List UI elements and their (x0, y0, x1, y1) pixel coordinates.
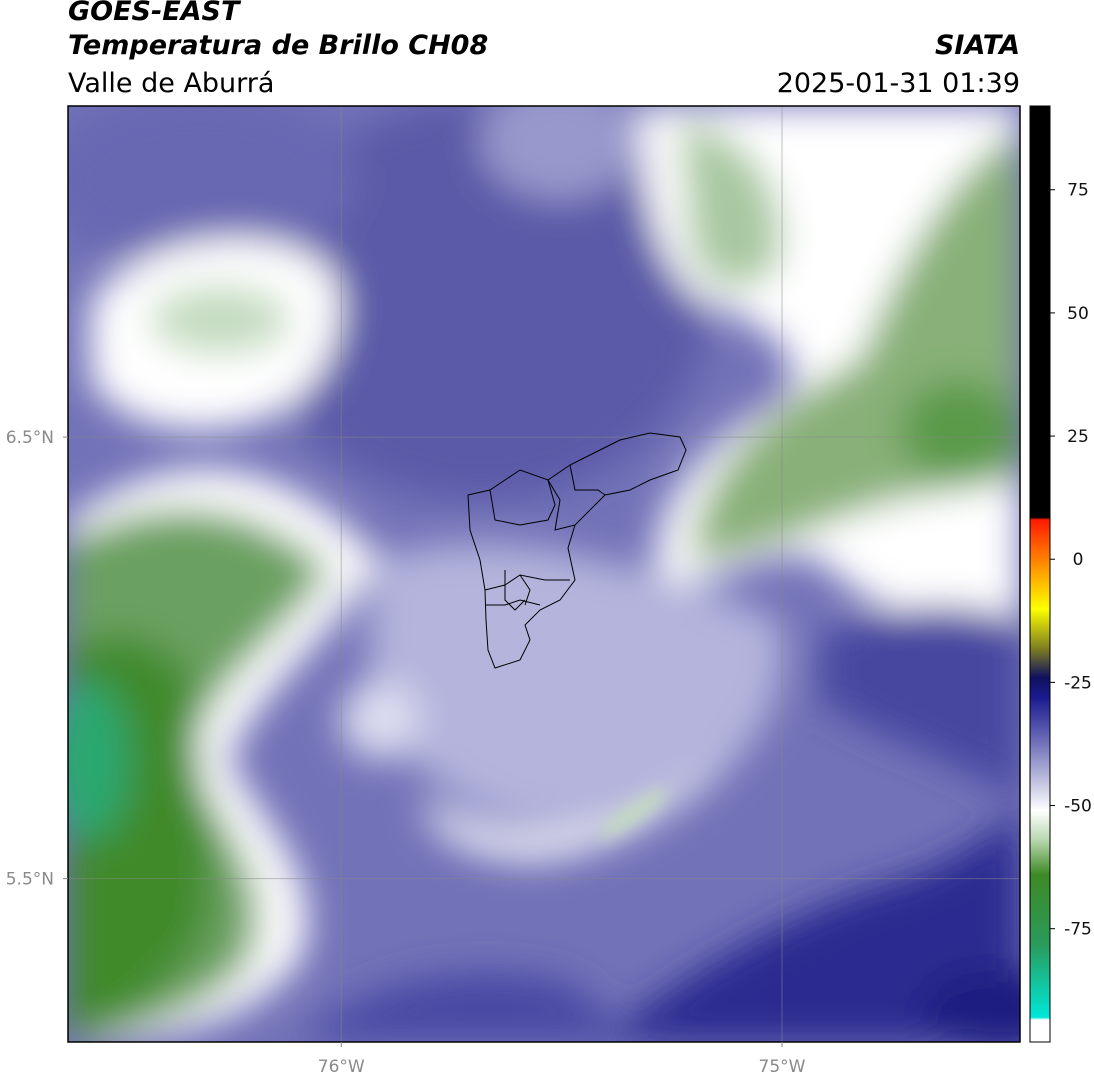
colorbar-tick-label: -50 (1064, 797, 1092, 817)
x-tick-label: 76°W (318, 1057, 365, 1077)
colorbar-tick-label: 25 (1067, 427, 1089, 447)
colorbar-tick-label: 0 (1073, 550, 1084, 570)
colorbar-tick-label: 75 (1067, 181, 1089, 201)
colorbar: 75 50 25 0 -25 -50 -75 (1029, 105, 1092, 1043)
satellite-image (68, 106, 1020, 1042)
colorbar-scale (1030, 106, 1050, 1042)
colorbar-frame (1029, 105, 1051, 1043)
colorbar-tick-label: -75 (1064, 920, 1092, 940)
municipal-boundaries (467, 432, 687, 669)
graticule (68, 106, 1020, 1042)
subtitle: Temperatura de Brillo CH08 (68, 30, 488, 61)
y-tick-label: 6.5°N (6, 428, 54, 448)
colorbar-tick-label: 50 (1067, 304, 1089, 324)
title: GOES-EAST (68, 0, 242, 27)
map-frame (67, 105, 1021, 1043)
region: Valle de Aburrá (68, 68, 274, 99)
colorbar-tick-label: -25 (1064, 673, 1092, 693)
y-tick-label: 5.5°N (6, 870, 54, 890)
datetime: 2025-01-31 01:39 (777, 68, 1020, 99)
source: SIATA (935, 30, 1020, 61)
x-tick-label: 75°W (759, 1057, 806, 1077)
